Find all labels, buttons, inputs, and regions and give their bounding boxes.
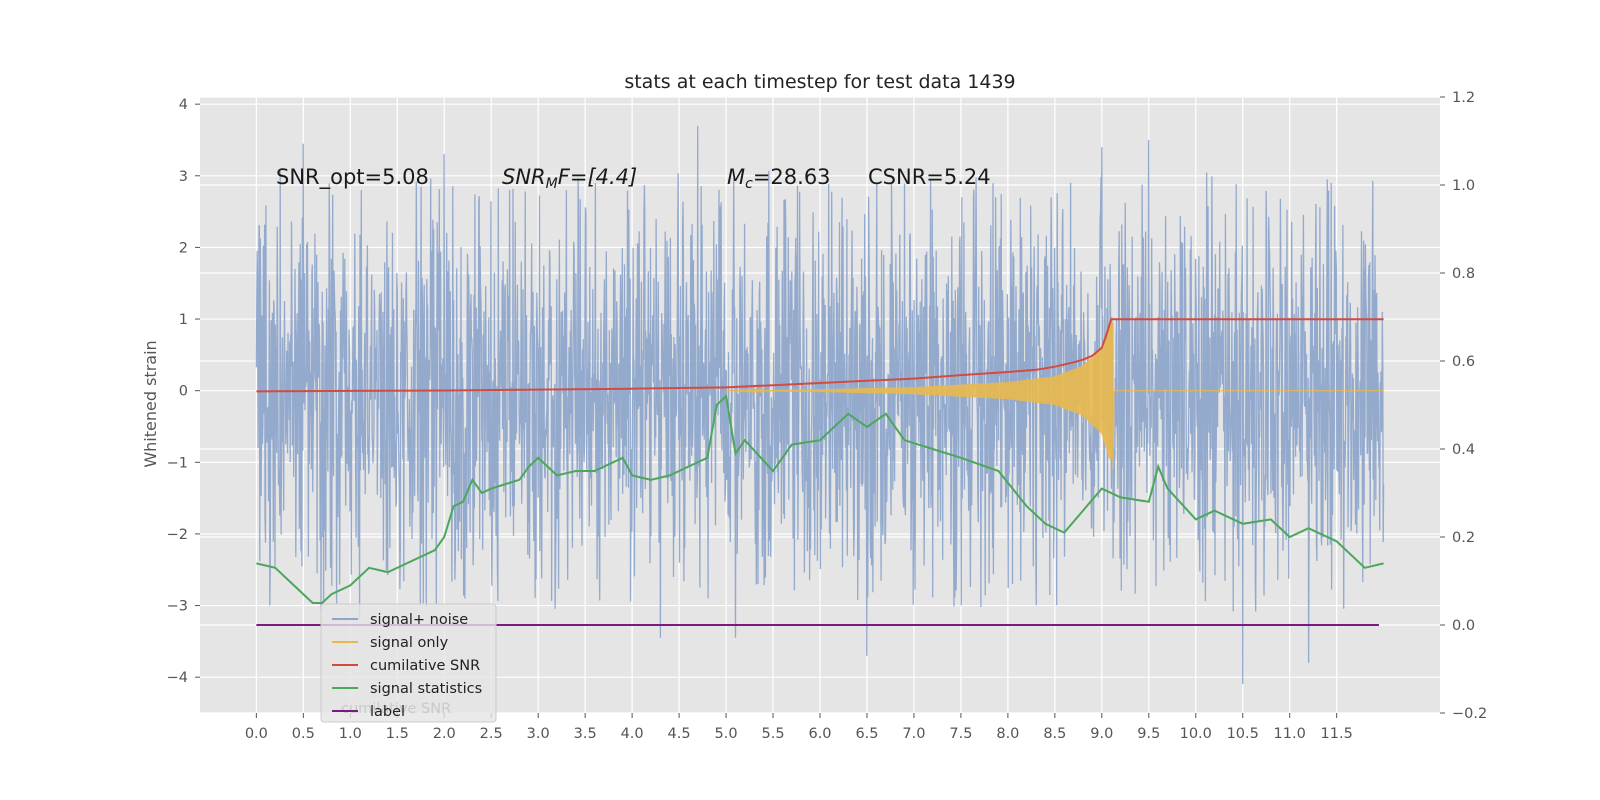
- x-tick-label: 9.5: [1137, 726, 1160, 742]
- annotation-mc-base: M: [727, 165, 745, 189]
- signal-statistics-line: [256, 394, 1384, 604]
- y-tick-label: −4: [167, 670, 188, 686]
- x-tick-label: 5.5: [761, 726, 784, 742]
- annotation-mc-rest: =28.63: [753, 165, 831, 189]
- signal-only-line: [726, 322, 1384, 470]
- annotation-mc: Mc=28.63: [727, 165, 831, 192]
- annotation-csnr: CSNR=5.24: [868, 165, 991, 189]
- y-tick-label: −3: [167, 599, 188, 615]
- y-tick-label: −2: [167, 527, 188, 543]
- annotation-snr-mf-rest: F=[4.4]: [558, 165, 637, 189]
- y2-tick-label: 1.0: [1452, 178, 1475, 194]
- annotation-snr-opt: SNR_opt=5.08: [276, 165, 429, 190]
- y-tick-label: 3: [179, 169, 188, 185]
- y-tick-label: 2: [179, 240, 188, 256]
- x-tick-label: 11.0: [1274, 726, 1306, 742]
- legend-entries: signal+ noise signal only cumilative SNR si…: [332, 612, 482, 720]
- y2-tick-label: −0.2: [1452, 706, 1487, 722]
- y-tick-label: −1: [167, 455, 188, 471]
- series-signal-only: [726, 322, 1384, 470]
- y2-tick-label: 0.8: [1452, 266, 1475, 282]
- x-tick-label: 2.5: [480, 726, 503, 742]
- y-tick-label: 1: [179, 312, 188, 328]
- y2-tick-label: 0.2: [1452, 530, 1475, 546]
- series-signal-noise: [255, 125, 1385, 685]
- x-tick-label: 8.0: [996, 726, 1019, 742]
- annotation-snr-mf-base: SNR: [502, 165, 546, 189]
- x-tick-label: 10.0: [1180, 726, 1212, 742]
- x-tick-label: 0.0: [245, 726, 268, 742]
- legend-ghost-text: cumilative SNR: [341, 701, 451, 717]
- x-tick-label: 9.0: [1090, 726, 1113, 742]
- x-tick-label: 4.5: [668, 726, 691, 742]
- y-axis-label: Whitened strain: [141, 340, 160, 467]
- legend: cumilative SNR signal+ noise signal only c…: [320, 603, 497, 723]
- y2-tick-label: 0.6: [1452, 354, 1475, 370]
- x-tick-label: 0.5: [292, 726, 315, 742]
- axes: 0.0 0.5 1.0 1.5 2.0 2.5 3.0 3.5 4.0 4.5 5.0 5.5 6.0 6…: [167, 90, 1488, 742]
- annotation-mc-sub: c: [745, 176, 753, 192]
- signal-noise-line: [255, 125, 1385, 685]
- legend-label: cumilative SNR: [370, 658, 480, 674]
- x-tick-label: 6.5: [855, 726, 878, 742]
- y-tick-label: 0: [179, 384, 188, 400]
- x-tick-label: 1.5: [386, 726, 409, 742]
- legend-box: [320, 603, 497, 723]
- x-tick-label: 3.0: [527, 726, 550, 742]
- x-tick-label: 11.5: [1321, 726, 1353, 742]
- legend-label: signal only: [370, 635, 449, 651]
- cumulative-snr-line: [256, 318, 1384, 393]
- x-tick-label: 10.5: [1227, 726, 1259, 742]
- x-tick-label: 6.0: [808, 726, 831, 742]
- annotation-snr-mf-sub: M: [546, 176, 558, 192]
- x-tick-label: 8.5: [1043, 726, 1066, 742]
- y2-tick-label: 1.2: [1452, 90, 1475, 106]
- y2-tick-label: 0.4: [1452, 442, 1475, 458]
- annotation-snr-mf: SNRMF=[4.4]: [502, 165, 637, 192]
- x-tick-label: 4.0: [621, 726, 644, 742]
- legend-label: signal+ noise: [370, 612, 468, 628]
- y-tick-label: 4: [179, 97, 188, 113]
- x-tick-label: 7.5: [949, 726, 972, 742]
- legend-label: label: [370, 704, 405, 720]
- chart-title: stats at each timestep for test data 143…: [624, 71, 1015, 93]
- x-tick-label: 1.0: [339, 726, 362, 742]
- x-tick-label: 2.0: [433, 726, 456, 742]
- y2-tick-label: 0.0: [1452, 618, 1475, 634]
- x-tick-label: 5.0: [715, 726, 738, 742]
- x-tick-label: 7.0: [902, 726, 925, 742]
- x-tick-label: 3.5: [574, 726, 597, 742]
- legend-label: signal statistics: [370, 681, 482, 697]
